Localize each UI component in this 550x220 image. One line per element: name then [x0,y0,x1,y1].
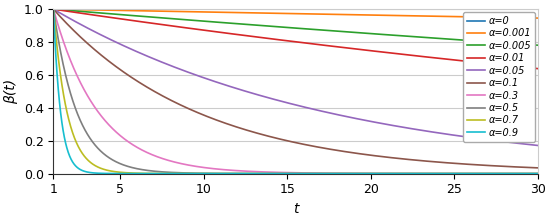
α=0.9 [520,172,527,175]
α=0.7 [50,8,57,11]
α=0.1 [75,33,81,36]
α=0.001 [520,16,527,19]
α=0.1 [273,137,279,139]
α=0.9 [50,8,57,11]
α=0.01 [285,40,292,42]
α=0.001 [273,12,279,15]
α=0.1 [285,140,292,143]
α=0.3 [432,172,438,175]
α=0.001 [520,16,527,19]
α=0 [520,8,527,11]
α=0 [50,8,57,11]
α=0.9 [273,172,279,175]
α=0.05 [75,22,81,24]
α=0.005 [285,26,292,29]
α=0.005 [520,43,527,46]
α=0.3 [520,172,527,175]
Y-axis label: β(t): β(t) [4,79,18,104]
α=0.3 [273,171,279,174]
α=0.9 [432,172,438,175]
α=0.9 [75,167,81,169]
α=0.005 [273,25,279,28]
α=0.01 [75,11,81,14]
α=0.001 [75,8,81,11]
α=0.7 [535,172,541,175]
Legend: α=0, α=0.001, α=0.005, α=0.01, α=0.05, α=0.1, α=0.3, α=0.5, α=0.7, α=0.9: α=0, α=0.001, α=0.005, α=0.01, α=0.05, α… [463,12,535,142]
α=0.9 [535,172,541,175]
α=0.001 [285,12,292,15]
α=0.7 [520,172,527,175]
α=0.5 [50,8,57,11]
α=0.05 [50,8,57,11]
α=0.005 [535,44,541,46]
α=0.9 [285,172,292,175]
α=0.3 [50,8,57,11]
Line: α=0.05: α=0.05 [53,9,538,145]
α=0.1 [520,166,527,169]
α=0.5 [273,172,279,175]
α=0.1 [50,8,57,11]
α=0.01 [432,57,438,59]
α=0.1 [535,167,541,169]
α=0.5 [75,114,81,117]
α=0.05 [520,143,527,145]
α=0.01 [535,67,541,70]
α=0.9 [520,172,527,175]
X-axis label: t: t [293,202,299,216]
α=0.005 [75,10,81,13]
α=0.05 [285,102,292,104]
α=0.01 [273,38,279,41]
α=0.1 [432,161,438,163]
α=0.5 [535,172,541,175]
α=0.001 [535,17,541,19]
Line: α=0.5: α=0.5 [53,9,538,174]
α=0.05 [535,144,541,147]
α=0 [75,8,81,11]
Line: α=0.3: α=0.3 [53,9,538,174]
α=0.01 [520,66,527,69]
α=0.5 [432,172,438,175]
α=0.005 [520,43,527,46]
α=0.5 [520,172,527,175]
α=0.5 [285,172,292,175]
α=0.01 [50,8,57,11]
α=0.7 [273,172,279,175]
Line: α=0.1: α=0.1 [53,9,538,168]
α=0.7 [75,145,81,148]
α=0 [535,8,541,11]
α=0.001 [432,15,438,18]
α=0 [520,8,527,11]
α=0 [432,8,438,11]
α=0.5 [520,172,527,175]
Line: α=0.005: α=0.005 [53,9,538,45]
α=0.3 [75,77,81,79]
α=0.05 [273,99,279,101]
α=0.7 [285,172,292,175]
α=0.001 [50,8,57,11]
α=0.3 [520,172,527,175]
α=0.05 [432,131,438,134]
Line: α=0.9: α=0.9 [53,9,538,174]
α=0 [273,8,279,11]
α=0 [285,8,292,11]
α=0.1 [520,166,527,169]
α=0.3 [285,171,292,174]
α=0.3 [535,172,541,175]
α=0.005 [50,8,57,11]
α=0.7 [520,172,527,175]
α=0.7 [432,172,438,175]
α=0.05 [520,143,527,145]
Line: α=0.7: α=0.7 [53,9,538,174]
Line: α=0.01: α=0.01 [53,9,538,69]
α=0.005 [432,37,438,39]
Line: α=0.001: α=0.001 [53,9,538,18]
α=0.01 [520,66,527,68]
